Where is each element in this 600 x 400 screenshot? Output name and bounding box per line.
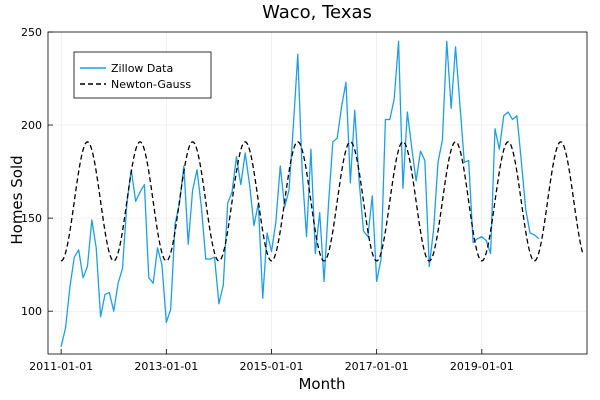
x-axis-label: Month — [298, 375, 345, 393]
y-axis-label: Homes Sold — [8, 155, 26, 244]
x-tick-label: 2013-01-01 — [134, 360, 198, 373]
x-axis: 2011-01-01 2013-01-01 2015-01-01 2017-01-01… — [29, 349, 514, 373]
series-lines — [60, 40, 584, 347]
series-zillow-data — [60, 40, 540, 347]
x-tick-label: 2017-01-01 — [345, 360, 409, 373]
legend-label-zillow: Zillow Data — [111, 62, 173, 75]
y-tick-label: 250 — [21, 26, 42, 39]
y-tick-label: 100 — [21, 305, 42, 318]
legend-label-newton: Newton-Gauss — [111, 78, 191, 91]
x-tick-label: 2019-01-01 — [450, 360, 514, 373]
x-tick-label: 2011-01-01 — [29, 360, 93, 373]
legend: Zillow Data Newton-Gauss — [73, 51, 212, 99]
series-newton-gauss — [60, 141, 584, 262]
y-tick-label: 150 — [21, 212, 42, 225]
plot-frame — [47, 31, 588, 355]
legend-box — [73, 51, 212, 99]
y-axis: 100 150 200 250 — [21, 26, 53, 318]
y-tick-label: 200 — [21, 119, 42, 132]
x-tick-label: 2015-01-01 — [240, 360, 304, 373]
chart-title: Waco, Texas — [262, 2, 372, 23]
